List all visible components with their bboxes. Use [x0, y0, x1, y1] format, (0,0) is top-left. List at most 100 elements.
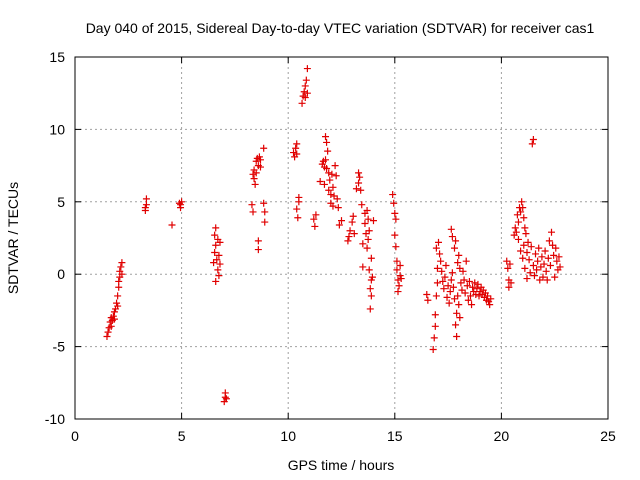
data-point-marker [356, 173, 364, 181]
data-point-marker [393, 266, 401, 274]
data-point-marker [455, 301, 463, 309]
data-point-marker [215, 251, 223, 259]
data-point-marker [553, 257, 561, 265]
data-point-marker [104, 328, 112, 336]
data-point-marker [519, 204, 527, 212]
data-point-marker [325, 186, 333, 194]
data-point-marker [254, 237, 262, 245]
data-point-marker [520, 214, 528, 222]
data-point-marker [118, 270, 126, 278]
data-point-marker [141, 206, 149, 214]
data-point-marker [392, 215, 400, 223]
data-point-marker [396, 262, 404, 270]
data-point-marker [468, 301, 476, 309]
data-point-marker [115, 283, 123, 291]
data-point-marker [514, 218, 522, 226]
y-tick-label: -5 [53, 339, 66, 355]
data-point-marker [514, 235, 522, 243]
data-point-marker [390, 199, 398, 207]
data-point-marker [545, 237, 553, 245]
x-tick-label: 15 [387, 428, 403, 444]
data-point-marker [464, 296, 472, 304]
data-point-marker [107, 322, 115, 330]
data-point-marker [251, 180, 259, 188]
data-point-marker [453, 332, 461, 340]
data-points [103, 65, 564, 406]
data-point-marker [452, 321, 460, 329]
data-point-marker [487, 295, 495, 303]
y-axis-label: SDTVAR / TECUs [5, 182, 21, 294]
data-point-marker [256, 163, 264, 171]
data-point-marker [448, 269, 456, 277]
data-point-marker [450, 244, 458, 252]
data-point-marker [293, 140, 301, 148]
data-point-marker [310, 215, 318, 223]
data-point-marker [433, 264, 441, 272]
data-point-marker [332, 172, 340, 180]
data-point-marker [542, 267, 550, 275]
data-point-marker [114, 292, 122, 300]
data-point-marker [440, 285, 448, 293]
data-point-marker [346, 227, 354, 235]
data-point-marker [527, 243, 535, 251]
data-point-marker [221, 389, 229, 397]
data-point-marker [250, 175, 258, 183]
data-point-marker [359, 263, 367, 271]
data-point-marker [249, 208, 257, 216]
data-point-marker [550, 251, 558, 259]
data-point-marker [504, 264, 512, 272]
axis-ticks [74, 56, 609, 420]
x-tick-label: 5 [178, 428, 186, 444]
data-point-marker [355, 179, 363, 187]
data-point-marker [442, 262, 450, 270]
data-point-marker [366, 285, 374, 293]
data-point-marker [211, 248, 219, 256]
data-point-marker [261, 208, 269, 216]
data-point-marker [110, 315, 118, 323]
data-point-marker [117, 263, 125, 271]
data-point-marker [311, 222, 319, 230]
data-point-marker [521, 264, 529, 272]
data-point-marker [324, 147, 332, 155]
data-point-marker [486, 301, 494, 309]
data-point-marker [216, 260, 224, 268]
data-point-marker [389, 191, 397, 199]
data-point-marker [303, 89, 311, 97]
data-point-marker [361, 220, 369, 228]
data-point-marker [303, 65, 311, 73]
data-point-marker [367, 292, 375, 300]
data-point-marker [546, 262, 554, 270]
data-point-marker [395, 282, 403, 290]
data-point-marker [528, 140, 536, 148]
data-point-marker [430, 334, 438, 342]
data-point-marker [355, 169, 363, 177]
data-point-marker [256, 156, 264, 164]
data-point-marker [529, 262, 537, 270]
data-point-marker [212, 241, 220, 249]
data-point-marker [447, 225, 455, 233]
data-point-marker [539, 273, 547, 281]
data-point-marker [391, 209, 399, 217]
data-point-marker [249, 170, 257, 178]
data-point-marker [248, 201, 256, 209]
data-point-marker [260, 144, 268, 152]
data-point-marker [543, 276, 551, 284]
data-point-marker [349, 212, 357, 220]
data-point-marker [322, 133, 330, 141]
x-tick-labels: 0 5 10 15 20 25 [71, 428, 616, 444]
x-axis-label: GPS time / hours [288, 457, 395, 473]
data-point-marker [538, 253, 546, 261]
data-point-marker [254, 246, 262, 254]
x-tick-label: 25 [600, 428, 616, 444]
data-point-marker [445, 299, 453, 307]
data-point-marker [444, 282, 452, 290]
data-point-marker [439, 277, 447, 285]
data-point-marker [454, 259, 462, 267]
data-point-marker [465, 277, 473, 285]
data-point-marker [472, 290, 480, 298]
data-point-marker [529, 136, 537, 144]
data-point-marker [523, 248, 531, 256]
data-point-marker [323, 138, 331, 146]
data-point-marker [454, 292, 462, 300]
